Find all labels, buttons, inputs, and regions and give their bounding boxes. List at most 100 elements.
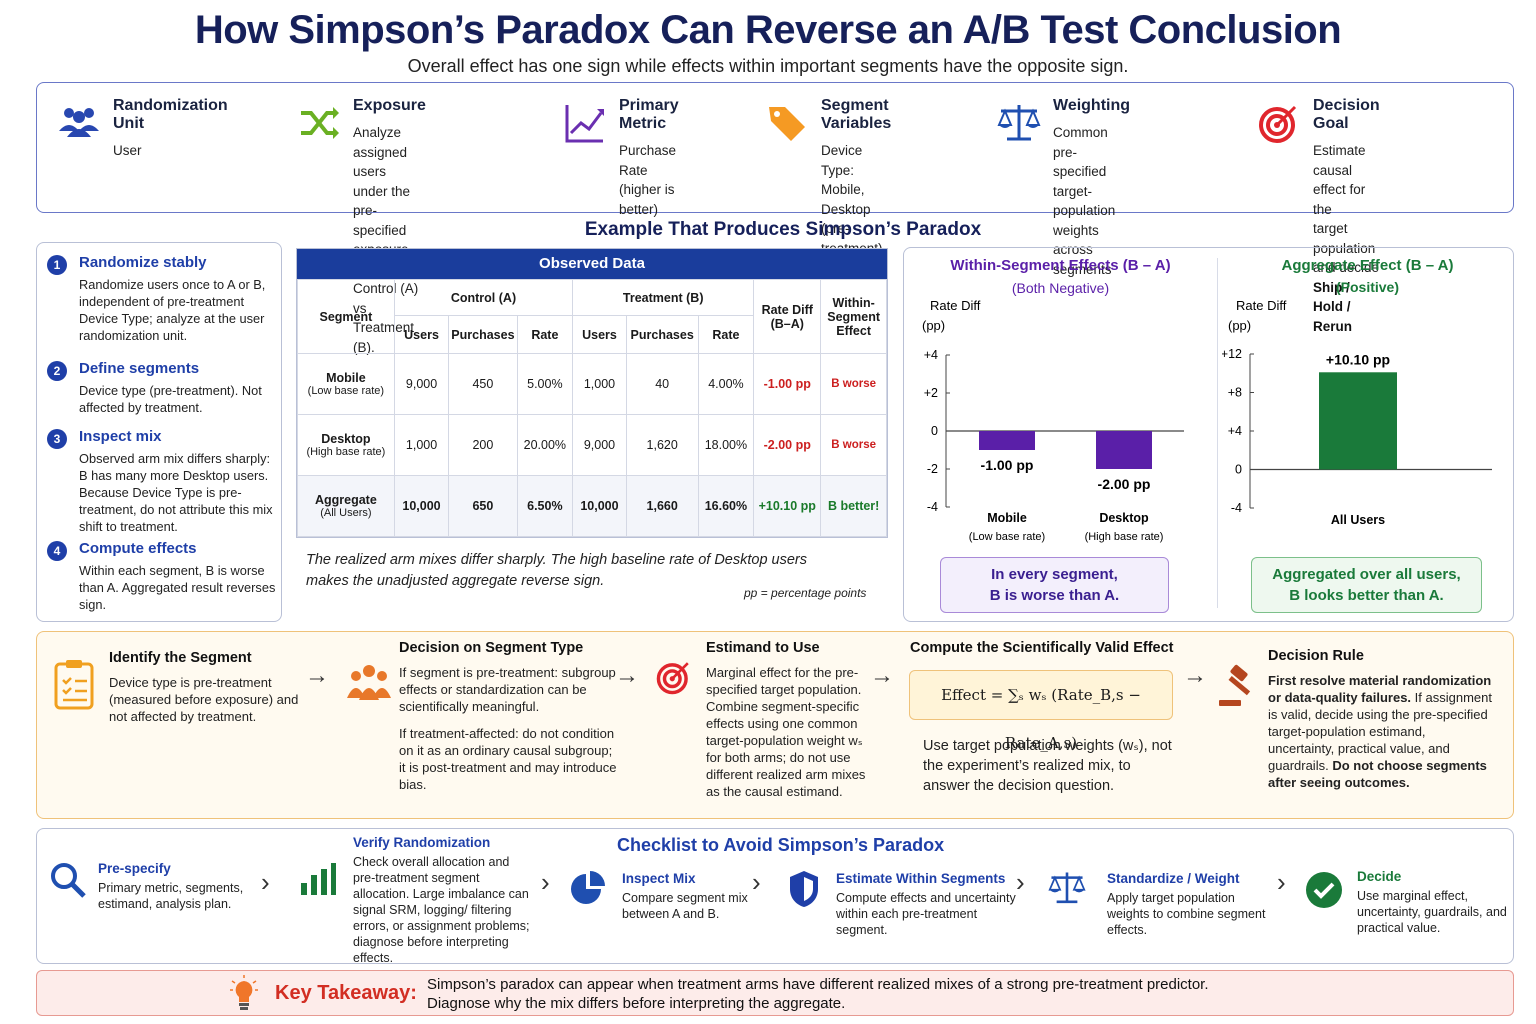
flow-text: If segment is pre-treatment: subgroup ef… xyxy=(399,665,616,714)
cell: 10,000 xyxy=(572,475,627,537)
scale-icon xyxy=(1048,872,1086,904)
flow-identify: Identify the Segment Device type is pre-… xyxy=(109,650,309,725)
y-tick-label: +12 xyxy=(1222,347,1242,361)
setup-line: target population and decide xyxy=(1313,221,1380,275)
search-icon xyxy=(51,863,86,898)
segment-name: Desktop xyxy=(321,432,371,446)
header-rate-diff: Rate Diff (B–A) xyxy=(753,279,822,354)
cell: 650 xyxy=(448,475,518,537)
y-axis-label: Rate Diff xyxy=(1236,298,1287,313)
step-number: 1 xyxy=(47,255,67,275)
target-icon xyxy=(1259,105,1297,143)
step-text: Device type (pre-treatment). Not affecte… xyxy=(79,383,262,415)
checklist-heading: Decide xyxy=(1357,869,1402,884)
shield-icon xyxy=(790,871,818,907)
trend-chart-icon xyxy=(565,105,604,143)
cell: 9,000 xyxy=(572,414,627,476)
chevron-right-icon: › xyxy=(541,867,550,897)
checklist-heading: Inspect Mix xyxy=(622,871,696,886)
flow-text: If assignment is valid, decide using the… xyxy=(1268,690,1492,773)
within-segment-chart: Rate Diff (pp) +4 +2 0 -2 -4 -1.00 pp Mobile (Low… xyxy=(922,298,1184,543)
target-icon xyxy=(656,662,689,695)
pie-chart-icon xyxy=(571,871,605,904)
cell-diff: -2.00 pp xyxy=(753,414,822,476)
step-1: 1 Randomize stably Randomize users once … xyxy=(47,254,277,344)
chart1-subtitle: (Both Negative) xyxy=(1011,280,1110,296)
arrow-right-icon: → xyxy=(615,662,639,689)
flow-text: Use target population weights (wₛ), not … xyxy=(923,738,1172,794)
checklist-text: Apply target population weights to combi… xyxy=(1107,891,1266,937)
checklist-item: Decide Use marginal effect, uncertainty,… xyxy=(1357,869,1507,936)
flow-rule-bold: First resolve material randomization or … xyxy=(1268,673,1492,705)
flow-heading: Estimand to Use xyxy=(706,640,820,656)
chart1-title: Within-Segment Effects (B – A) xyxy=(950,257,1171,274)
cell: 40 xyxy=(625,353,699,415)
data-label: -1.00 pp xyxy=(981,457,1034,473)
pp-note: pp = percentage points xyxy=(744,586,867,600)
setup-heading: Randomization Unit xyxy=(113,97,228,132)
step-text: Randomize users once to A or B, independ… xyxy=(79,277,266,343)
setup-line: User xyxy=(113,143,142,158)
flow-text: Device type is pre-treatment (measured b… xyxy=(109,675,299,724)
cell: 10,000 xyxy=(393,475,450,537)
checklist-text: Use marginal effect, uncertainty, guardr… xyxy=(1357,889,1507,935)
cell: 1,000 xyxy=(393,414,450,476)
step-number: 4 xyxy=(47,541,67,561)
step-heading: Compute effects xyxy=(79,540,197,557)
setup-line: Analyze assigned users xyxy=(353,125,408,179)
charts-panel: Within-Segment Effects (B – A) (Both Neg… xyxy=(903,247,1514,622)
checklist-item: Standardize / Weight Apply target popula… xyxy=(1107,871,1267,938)
category-label: Mobile xyxy=(987,511,1027,525)
page-subtitle: Overall effect has one sign while effect… xyxy=(407,56,1129,76)
y-tick-label: 0 xyxy=(931,424,938,438)
checklist-heading: Pre-specify xyxy=(98,861,171,876)
checklist-item: Estimate Within Segments Compute effects… xyxy=(836,871,1016,938)
category-label: All Users xyxy=(1331,513,1385,527)
step-heading: Inspect mix xyxy=(79,428,162,445)
setup-bold-line: Ship / Hold / Rerun xyxy=(1313,279,1353,334)
checklist-text: Compare segment mix between A and B. xyxy=(622,891,748,921)
cell: 200 xyxy=(448,414,518,476)
takeaway-text: Simpson’s paradox can appear when treatm… xyxy=(427,975,1209,1013)
aggregate-chart: Rate Diff (pp) +12 +8 +4 0 -4 +10.10 pp All User… xyxy=(1222,298,1492,527)
checklist-item: Pre-specify Primary metric, segments, es… xyxy=(98,861,258,912)
page-title: How Simpson’s Paradox Can Reverse an A/B… xyxy=(194,8,1342,52)
table-title: Observed Data xyxy=(297,249,887,279)
flow-heading: Decision on Segment Type xyxy=(399,640,584,656)
cell: 18.00% xyxy=(697,414,755,476)
y-tick-label: +4 xyxy=(924,348,938,362)
users-icon xyxy=(59,108,99,137)
setup-heading: Exposure xyxy=(353,97,426,114)
segment-name: Mobile xyxy=(326,371,366,385)
header-users: Users xyxy=(393,315,450,354)
cell: 1,660 xyxy=(625,475,699,537)
step-number: 3 xyxy=(47,429,67,449)
data-label: +10.10 pp xyxy=(1326,351,1390,367)
checklist-text: Compute effects and uncertainty within e… xyxy=(836,891,1016,937)
table-row: Mobile (Low base rate) 9,000 450 5.00% 1,… xyxy=(297,353,887,415)
callout-line: B is worse than A. xyxy=(989,587,1120,604)
cell-diff: +10.10 pp xyxy=(753,475,822,537)
chart2-subtitle: (Positive) xyxy=(1335,279,1399,295)
segment-name: Aggregate xyxy=(314,493,377,507)
setup-heading: Decision Goal xyxy=(1313,97,1380,132)
bar xyxy=(979,431,1035,450)
table-note: The realized arm mixes differ sharply. T… xyxy=(306,552,808,589)
checklist-heading: Standardize / Weight xyxy=(1107,871,1240,886)
category-sublabel: (High base rate) xyxy=(1085,531,1164,543)
setup-line: Device Type: xyxy=(821,143,863,178)
key-takeaway-banner: Key Takeaway: Simpson’s paradox can appe… xyxy=(36,970,1514,1016)
cell: 6.50% xyxy=(516,475,574,537)
chart2-callout: Aggregated over all users, B looks bette… xyxy=(1251,557,1482,613)
flow-rule-bold: Do not choose segments after seeing outc… xyxy=(1268,758,1487,790)
checklist-text: Primary metric, segments, estimand, anal… xyxy=(98,881,244,911)
checklist-item: Verify Randomization Check overall alloc… xyxy=(353,835,533,966)
setup-line: Mobile, Desktop xyxy=(821,182,871,217)
flow-heading: Identify the Segment xyxy=(109,650,252,666)
setup-line: under the pre-specified xyxy=(353,183,411,238)
header-purchases: Purchases xyxy=(448,315,518,354)
setup-line: Common pre-specified xyxy=(1053,125,1108,179)
table-row: Desktop (High base rate) 1,000 200 20.00%… xyxy=(297,414,887,476)
setup-heading: Segment Variables xyxy=(821,97,892,132)
y-axis-label: (pp) xyxy=(922,318,945,333)
